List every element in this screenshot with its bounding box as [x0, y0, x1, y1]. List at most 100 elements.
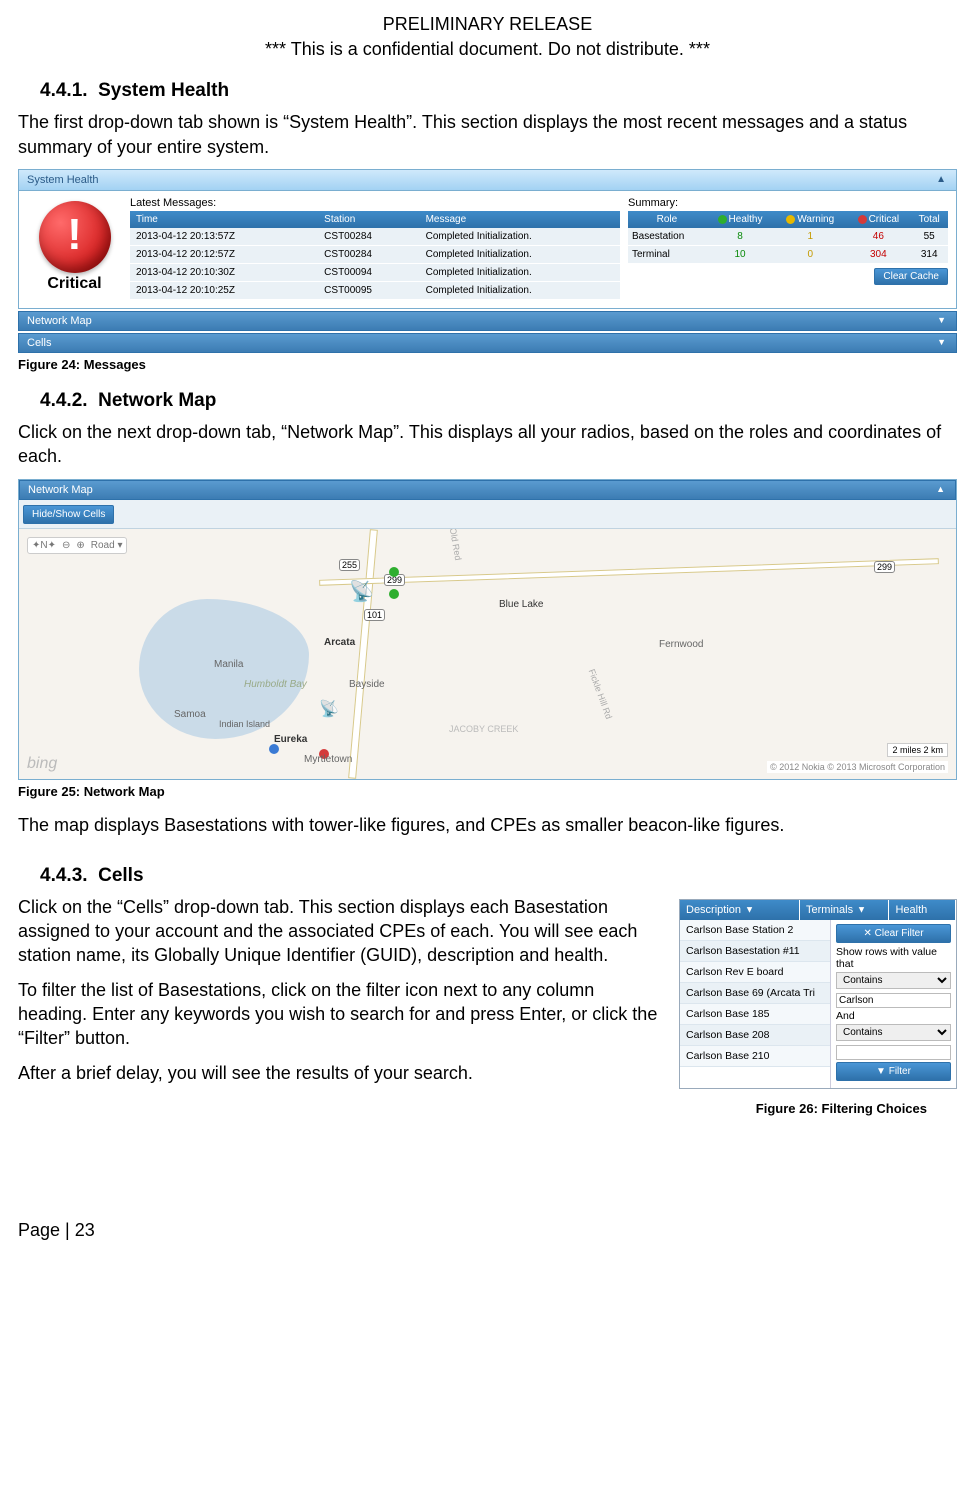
- filter-op-2-select[interactable]: Contains: [836, 1024, 951, 1041]
- network-map-header[interactable]: Network Map▲: [19, 480, 956, 500]
- fig26-panel: Description ▼ Terminals ▼ Health Carlson…: [679, 899, 957, 1089]
- critical-status-icon: [39, 201, 111, 273]
- map-scale: 2 miles 2 km: [887, 743, 948, 757]
- road-label: Old Red: [448, 529, 464, 561]
- network-map-bar[interactable]: Network Map▼: [18, 311, 957, 331]
- fig24-panel: System Health ▲ Critical Latest Messages:…: [18, 169, 957, 309]
- list-item[interactable]: Carlson Rev E board: [680, 962, 830, 983]
- basestation-tower-icon[interactable]: 📡: [349, 579, 374, 604]
- city-label: Myrtletown: [304, 754, 352, 765]
- map-copyright: © 2012 Nokia © 2013 Microsoft Corporatio…: [767, 761, 948, 773]
- summary-label: Summary:: [628, 197, 948, 209]
- col-total: Total: [910, 211, 948, 228]
- clear-filter-button[interactable]: ✕ Clear Filter: [836, 924, 951, 943]
- map-controls[interactable]: ✦N✦ ⊖ ⊕ Road ▾: [27, 537, 127, 554]
- water-label: Humboldt Bay: [244, 679, 307, 690]
- page-header-2: *** This is a confidential document. Do …: [18, 37, 957, 62]
- healthy-dot-icon: [718, 215, 727, 224]
- show-rows-label: Show rows with value that: [836, 946, 951, 970]
- map-style-dropdown[interactable]: Road ▾: [91, 540, 123, 551]
- list-item[interactable]: Carlson Base 210: [680, 1046, 830, 1067]
- fig25-panel: Network Map▲ Hide/Show Cells ✦N✦ ⊖ ⊕ Roa…: [18, 479, 957, 780]
- table-row: 2013-04-12 20:10:25ZCST00095Completed In…: [130, 281, 620, 299]
- heading-442-title: Network Map: [98, 390, 216, 411]
- chevron-down-icon: ▼: [937, 315, 946, 325]
- list-item[interactable]: Carlson Base 208: [680, 1025, 830, 1046]
- clear-cache-button[interactable]: Clear Cache: [874, 268, 948, 285]
- zoom-in-icon[interactable]: ⊕: [76, 540, 84, 551]
- city-label: Manila: [214, 659, 243, 670]
- list-item[interactable]: Carlson Basestation #11: [680, 941, 830, 962]
- critical-label: Critical: [27, 275, 122, 293]
- city-label: Samoa: [174, 709, 206, 720]
- p-442: Click on the next drop-down tab, “Networ…: [18, 420, 957, 469]
- heading-443: 4.4.3. Cells: [40, 865, 957, 887]
- table-row: 2013-04-12 20:13:57ZCST00284Completed In…: [130, 228, 620, 246]
- cpe-pin-icon[interactable]: [269, 744, 279, 754]
- route-shield: 255: [339, 559, 360, 571]
- col-terminals[interactable]: Terminals ▼: [800, 900, 889, 920]
- heading-443-num: 4.4.3.: [40, 865, 88, 886]
- compass-icon[interactable]: ✦N✦: [32, 540, 56, 551]
- messages-table: TimeStationMessage 2013-04-12 20:13:57ZC…: [130, 211, 620, 300]
- cpe-pin-icon[interactable]: [389, 589, 399, 599]
- col-station: Station: [318, 211, 419, 228]
- city-label: Indian Island: [219, 719, 270, 729]
- filter-value-1-input[interactable]: [836, 993, 951, 1008]
- zoom-out-icon[interactable]: ⊖: [62, 540, 70, 551]
- heading-441-title: System Health: [98, 80, 229, 101]
- col-role: Role: [628, 211, 706, 228]
- system-health-header[interactable]: System Health ▲: [19, 170, 956, 191]
- route-shield: 101: [364, 609, 385, 621]
- filter-icon[interactable]: ▼: [857, 905, 866, 915]
- cpe-pin-icon[interactable]: [389, 567, 399, 577]
- latest-messages-label: Latest Messages:: [130, 197, 620, 209]
- col-health[interactable]: Health: [889, 900, 956, 920]
- city-label: Bayside: [349, 679, 385, 690]
- p-443-1: Click on the “Cells” drop-down tab. This…: [18, 895, 658, 968]
- table-row: 2013-04-12 20:10:30ZCST00094Completed In…: [130, 263, 620, 281]
- cells-bar[interactable]: Cells▼: [18, 333, 957, 353]
- p-fig25-after: The map displays Basestations with tower…: [18, 813, 957, 837]
- page-footer: Page | 23: [18, 1220, 957, 1241]
- road-label: Fickle Hill Rd: [587, 667, 614, 720]
- critical-dot-icon: [858, 215, 867, 224]
- collapse-up-icon: ▲: [936, 484, 945, 494]
- city-label: Blue Lake: [499, 599, 543, 610]
- filter-button[interactable]: ▼ Filter: [836, 1062, 951, 1081]
- heading-441: 4.4.1. System Health: [40, 80, 957, 102]
- route-shield: 299: [874, 561, 895, 573]
- list-item[interactable]: Carlson Base 69 (Arcata Tri: [680, 983, 830, 1004]
- list-item[interactable]: Carlson Base 185: [680, 1004, 830, 1025]
- map-canvas[interactable]: ✦N✦ ⊖ ⊕ Road ▾ 255 299 101 299 📡 📡 Arcat…: [19, 529, 956, 779]
- warning-dot-icon: [786, 215, 795, 224]
- heading-441-num: 4.4.1.: [40, 80, 88, 101]
- col-warning: Warning: [774, 211, 846, 228]
- filter-popup: ✕ Clear Filter Show rows with value that…: [830, 920, 956, 1088]
- p-443-3: After a brief delay, you will see the re…: [18, 1061, 658, 1085]
- heading-442-num: 4.4.2.: [40, 390, 88, 411]
- filter-icon[interactable]: ▼: [745, 905, 754, 915]
- list-item[interactable]: Carlson Base Station 2: [680, 920, 830, 941]
- col-time: Time: [130, 211, 318, 228]
- filter-value-2-input[interactable]: [836, 1045, 951, 1060]
- road-299: [319, 558, 939, 586]
- page-header-1: PRELIMINARY RELEASE: [18, 12, 957, 37]
- table-row: Terminal100304314: [628, 245, 948, 263]
- filter-op-1-select[interactable]: Contains: [836, 972, 951, 989]
- hide-show-cells-button[interactable]: Hide/Show Cells: [23, 505, 114, 524]
- heading-442: 4.4.2. Network Map: [40, 390, 957, 412]
- fig25-caption: Figure 25: Network Map: [18, 784, 957, 799]
- collapse-up-icon: ▲: [936, 174, 946, 185]
- col-critical: Critical: [846, 211, 910, 228]
- bing-logo: bing: [27, 755, 57, 773]
- cells-list: Carlson Base Station 2 Carlson Basestati…: [680, 920, 830, 1088]
- col-message: Message: [420, 211, 620, 228]
- basestation-tower-icon[interactable]: 📡: [319, 699, 339, 719]
- col-description[interactable]: Description ▼: [680, 900, 800, 920]
- system-health-title: System Health: [27, 174, 99, 186]
- p-443-2: To filter the list of Basestations, clic…: [18, 978, 658, 1051]
- chevron-down-icon: ▼: [937, 337, 946, 347]
- city-label: Fernwood: [659, 639, 703, 650]
- and-label: And: [836, 1010, 951, 1022]
